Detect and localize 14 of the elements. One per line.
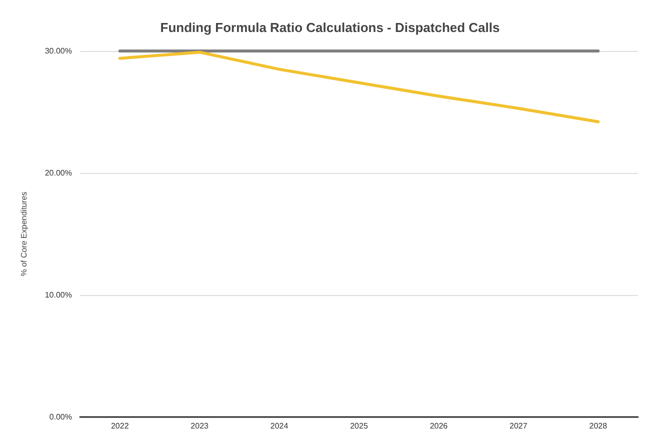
x-tick-label: 2026	[430, 422, 448, 430]
x-tick-label: 2025	[350, 422, 368, 430]
x-tick-label: 2027	[510, 422, 528, 430]
x-tick-label: 2023	[190, 422, 210, 430]
y-axis-title: % of Core Expenditures	[20, 192, 28, 276]
x-tick-label: 2024	[270, 422, 289, 430]
line-series	[118, 50, 600, 124]
y-tick-label: 10.00%	[44, 290, 72, 300]
x-tick-label: 2022	[110, 422, 130, 430]
x-tick-label: 2028	[589, 422, 608, 430]
y-tick-label: 30.00%	[44, 46, 72, 56]
y-tick-label: 20.00%	[44, 168, 72, 178]
y-tick-label: 0.00%	[49, 412, 72, 422]
chart-title: Funding Formula Ratio Calculations - Dispatched Calls	[160, 20, 500, 35]
